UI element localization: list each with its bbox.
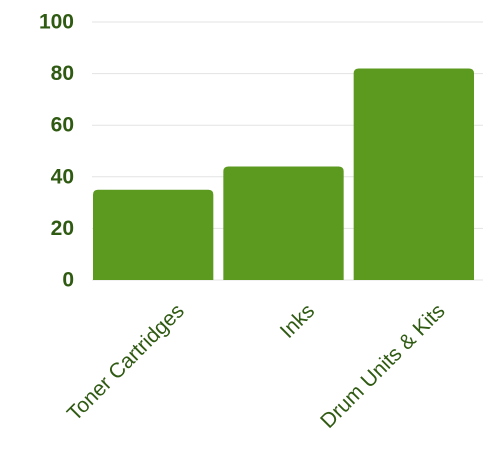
x-category-label: Drum Units & Kits <box>316 299 449 432</box>
y-tick-label: 0 <box>62 269 74 292</box>
bars <box>93 68 474 280</box>
y-axis-ticks: 0 20 40 60 80 100 <box>39 11 74 292</box>
bar-drum-units-kits <box>353 68 474 280</box>
y-tick-label: 80 <box>51 62 74 85</box>
y-tick-label: 60 <box>51 114 74 137</box>
y-tick-label: 40 <box>51 165 74 188</box>
x-category-label: Toner Cartridges <box>63 299 189 425</box>
x-category-label: Inks <box>276 299 319 342</box>
bar-toner-cartridges <box>93 189 214 280</box>
bar-inks <box>223 166 344 280</box>
y-tick-label: 20 <box>51 217 74 240</box>
y-tick-label: 100 <box>39 11 74 34</box>
